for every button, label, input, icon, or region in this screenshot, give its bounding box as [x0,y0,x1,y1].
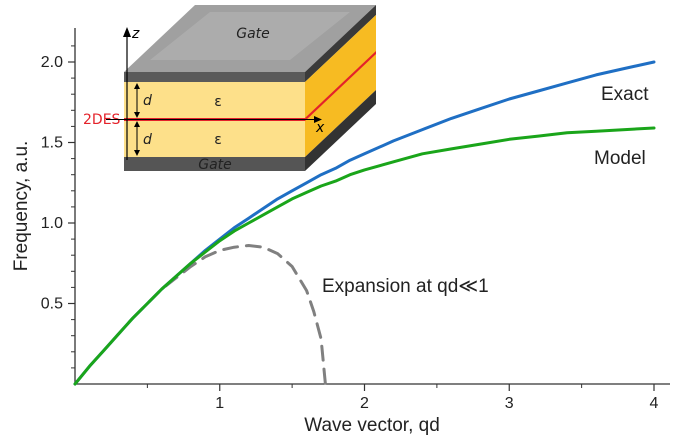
x-axis-title: Wave vector, qd [304,415,440,436]
x-tick-label: 3 [505,395,514,412]
eps-lower-label: ε [214,132,222,148]
gate-lower-front [124,157,305,171]
x-axis-arrowhead [314,116,322,123]
d-upper-label: d [143,93,152,109]
gate-upper-front [124,72,305,82]
series-layer [73,60,656,386]
y-tick-label: 1.5 [41,135,63,152]
z-axis-arrowhead [123,27,131,37]
dielectric-lower-front [124,121,305,157]
series-line-model [73,126,656,386]
d-upper-arrowhead-bottom [134,112,140,118]
series-line-expansion [131,244,327,386]
gate-lower-side [305,90,376,171]
exact-label: Exact [601,84,649,105]
d-upper-arrowhead-top [134,83,140,89]
tick-labels: 1 2 3 4 0.5 1.0 1.5 2.0 [41,54,659,412]
expansion-label: Expansion at qd≪1 [322,276,489,297]
device-inset: Gate Gate ε ε d d 2DES z x [83,5,376,173]
x-tick-label: 4 [650,395,659,412]
axes [74,28,670,385]
z-axis-label: z [131,26,140,42]
gate-top-highlight [150,12,350,60]
d-lower-arrowhead-bottom [134,150,140,156]
y-tick-label: 0.5 [41,296,63,313]
layer-2des-label: 2DES [83,112,121,128]
ticks [68,45,655,391]
model-label: Model [594,148,646,169]
dielectric-upper-front [124,82,305,118]
d-lower-arrowhead-top [134,121,140,127]
x-axis-label-inset: x [315,120,325,136]
x-tick-label: 2 [360,395,369,412]
y-axis-title: Frequency, a.u. [11,141,32,272]
gate-upper-side [305,5,376,82]
y-tick-label: 1.0 [41,215,63,232]
gate-bottom-label: Gate [198,157,232,173]
layer-2des-side [305,51,376,121]
x-tick-label: 1 [215,395,224,412]
d-lower-label: d [143,132,152,148]
gate-top-label: Gate [236,26,270,42]
y-tick-label: 2.0 [41,54,63,71]
eps-upper-label: ε [214,94,222,110]
